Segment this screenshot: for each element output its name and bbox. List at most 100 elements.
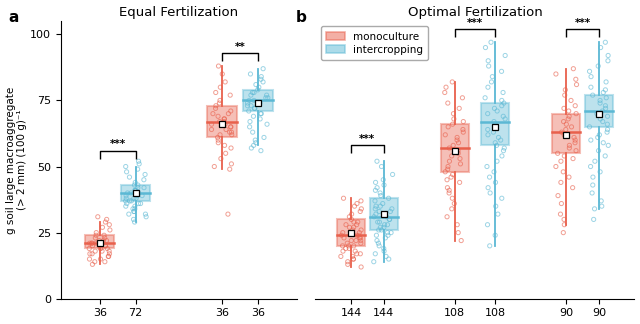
Point [559, 222, 570, 227]
Point [97, 249, 107, 254]
Point [375, 191, 385, 196]
Point [348, 257, 358, 262]
Point [588, 182, 598, 188]
Point [351, 222, 362, 227]
Point [374, 219, 385, 225]
Point [344, 246, 355, 251]
Point [499, 148, 509, 153]
Point [99, 233, 109, 238]
Point [129, 196, 139, 201]
Bar [207, 106, 237, 137]
Point [600, 153, 611, 158]
Point [568, 185, 578, 190]
Point [340, 246, 351, 251]
Bar [369, 198, 397, 230]
Point [598, 90, 609, 95]
Point [379, 225, 389, 230]
Point [96, 246, 106, 251]
Point [559, 119, 569, 124]
Point [602, 122, 612, 127]
Point [250, 106, 260, 111]
Point [568, 156, 578, 161]
Point [213, 64, 223, 69]
Point [495, 137, 506, 143]
Point [129, 182, 140, 188]
Point [250, 137, 260, 143]
Point [120, 164, 131, 169]
Point [104, 222, 115, 227]
Point [214, 119, 225, 124]
Point [596, 203, 607, 209]
Point [595, 132, 605, 137]
Point [566, 124, 577, 130]
Point [339, 235, 349, 240]
Point [349, 219, 359, 225]
Point [584, 69, 595, 74]
Point [568, 66, 579, 71]
Point [572, 82, 582, 87]
Point [227, 132, 237, 137]
Point [132, 182, 143, 188]
Point [440, 169, 451, 174]
Point [244, 109, 254, 114]
Point [483, 127, 493, 132]
Point [498, 90, 508, 95]
Point [131, 196, 141, 201]
Point [556, 159, 566, 164]
Point [208, 111, 218, 116]
Point [454, 180, 465, 185]
Point [558, 230, 568, 235]
Point [213, 114, 223, 119]
Point [593, 135, 603, 140]
Point [589, 217, 599, 222]
Point [484, 243, 495, 249]
Point [371, 188, 381, 193]
Point [588, 93, 598, 98]
Point [121, 193, 131, 198]
Point [456, 238, 467, 243]
Point [130, 188, 140, 193]
Point [120, 198, 131, 203]
Point [598, 140, 609, 145]
Point [245, 71, 255, 76]
Point [600, 106, 611, 111]
Point [255, 100, 265, 106]
Point [453, 230, 463, 235]
Point [255, 116, 265, 122]
Point [564, 114, 574, 119]
Point [131, 188, 141, 193]
Point [103, 254, 113, 259]
Point [211, 103, 221, 108]
Point [372, 185, 382, 190]
Point [564, 145, 575, 151]
Point [376, 164, 387, 169]
Point [600, 40, 611, 45]
Point [223, 111, 234, 116]
Point [485, 191, 495, 196]
Point [122, 169, 132, 174]
Point [244, 98, 254, 103]
Point [571, 77, 581, 82]
Point [102, 217, 112, 222]
Point [378, 201, 388, 206]
Point [243, 103, 253, 108]
Point [374, 227, 384, 233]
Point [129, 219, 140, 225]
Point [481, 45, 491, 50]
Point [122, 201, 132, 206]
Point [93, 214, 103, 219]
Point [490, 233, 500, 238]
Point [133, 201, 143, 206]
Point [209, 164, 220, 169]
Point [551, 164, 561, 169]
Point [453, 140, 463, 145]
Point [87, 262, 97, 267]
Text: a: a [9, 10, 19, 25]
Point [348, 227, 358, 233]
Point [84, 241, 95, 246]
Point [584, 124, 595, 130]
Point [219, 116, 229, 122]
Point [249, 98, 259, 103]
Point [440, 132, 451, 137]
Point [351, 238, 361, 243]
